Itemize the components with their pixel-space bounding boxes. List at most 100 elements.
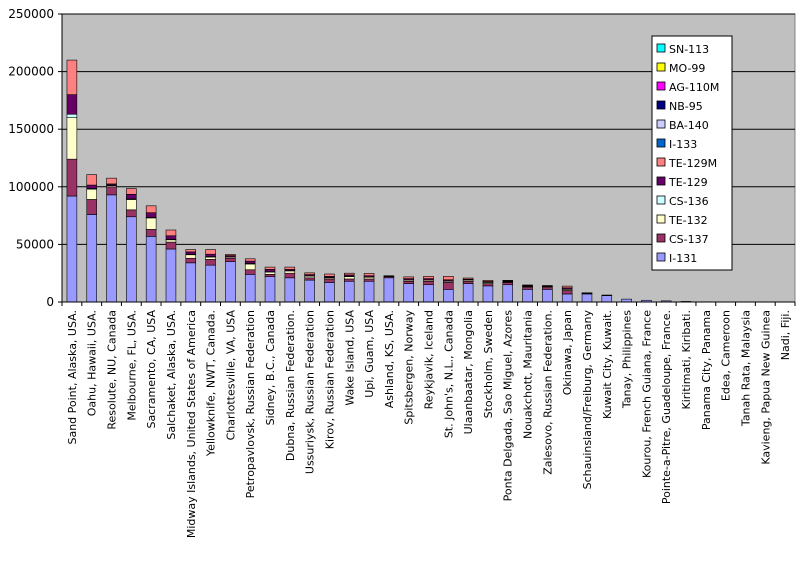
category-label: Upi, Guam, USA [363,310,376,398]
category-label: Yellowknife, NWT, Canada. [205,310,218,457]
bar-segment-cs-137 [186,258,196,263]
bar-segment-te-132 [166,240,176,242]
y-tick-label: 100000 [8,180,54,194]
legend-swatch [657,158,665,166]
category-label: Panama City, Panama [700,310,713,430]
bar-segment-te-129m [503,280,513,281]
x-axis: Sand Point, Alaska, USA.Oahu, Hawaii, US… [62,302,795,538]
legend-label: AG-110M [669,81,719,94]
bar-segment-cs-137 [424,281,434,284]
bar-segment-i-131 [305,280,315,302]
bar-segment-cs-137 [126,210,136,217]
category-label: Dubna, Russian Federation. [284,310,297,461]
bar-segment-cs-137 [146,229,156,236]
bar-segment-cs-137 [463,281,473,283]
y-tick-label: 50000 [16,237,54,251]
category-label: Zalesovo, Russian Federation. [541,310,554,475]
category-label: Nadi, Fiji. [779,310,792,360]
bar-segment-i-131 [542,289,552,302]
bar-segment-te-129 [146,213,156,218]
legend-swatch [657,120,665,128]
bar-segment-te-129 [265,269,275,271]
category-label: Melbourne, FL, USA. [125,310,138,421]
legend-swatch [657,177,665,185]
bar-segment-i-131 [384,278,394,302]
y-tick-label: 150000 [8,122,54,136]
legend: SN-113MO-99AG-110MNB-95BA-140I-133TE-129… [652,36,732,270]
bar-segment-te-129m [305,273,315,275]
bar-segment-i-131 [523,289,533,302]
bar-segment-te-129m [384,276,394,277]
legend-label: MO-99 [669,62,705,75]
category-label: Edea, Cameroon [720,310,733,401]
bar-segment-te-129m [424,276,434,278]
category-label: Wake Island, USA [343,310,356,406]
bar-segment-i-131 [404,284,414,302]
legend-swatch [657,139,665,147]
legend-swatch [657,101,665,109]
bar-segment-te-132 [285,271,295,273]
bar-segment-i-131 [285,278,295,302]
bar-segment-te-132 [344,277,354,279]
bar-segment-i-131 [265,277,275,302]
bar-segment-i-131 [364,281,374,302]
bar-segment-cs-137 [364,279,374,281]
bar-segment-cs-136 [67,114,77,117]
bar-segment-te-129 [126,194,136,199]
bar-segment-te-129m [87,175,97,185]
legend-label: TE-129M [668,157,717,170]
legend-swatch [657,196,665,204]
bar-segment-cs-137 [404,281,414,283]
bar-segment-cs-137 [483,284,493,286]
bar-segment-te-132 [186,255,196,258]
category-label: Nouakchott, Mauritania [522,310,535,439]
category-label: Sand Point, Alaska, USA. [66,310,79,445]
bar-segment-cs-137 [562,290,572,293]
bar-segment-te-129m [523,285,533,286]
legend-swatch [657,44,665,52]
bar-segment-te-132 [245,264,255,270]
bar-segment-cs-137 [225,258,235,261]
bar-segment-i-131 [107,195,117,302]
bar-segment-te-129m [265,267,275,269]
bar-segment-cs-137 [206,259,216,265]
bar-segment-cs-137 [166,242,176,249]
bar-segment-cs-137 [542,287,552,289]
category-label: Petropavlovsk, Russian Federation [244,310,257,498]
bar-segment-i-131 [324,282,334,302]
bar-segment-te-132 [146,218,156,230]
bar-segment-te-129 [166,236,176,239]
bar-segment-cs-137 [285,273,295,278]
category-label: Tanay, Philippines [621,310,634,409]
bar-segment-te-129m [206,250,216,255]
bar-segment-i-131 [503,285,513,302]
bar-segment-te-132 [126,199,136,209]
bar-segment-te-129m [245,259,255,261]
bar-segment-te-129m [344,273,354,275]
bar-segment-te-132 [206,257,216,259]
bar-segment-te-129 [186,252,196,254]
bar-segment-cs-137 [324,279,334,282]
bar-segment-i-131 [245,274,255,302]
bar-segment-te-129m [107,178,117,184]
bar-segment-i-131 [443,289,453,302]
legend-label: NB-95 [669,100,703,113]
bar-segment-te-129m [562,286,572,288]
y-tick-label: 0 [46,295,54,309]
category-label: Sidney, B.C., Canada [264,310,277,425]
bar-segment-i-131 [463,284,473,302]
legend-label: BA-140 [669,119,709,132]
bar-segment-i-131 [87,214,97,302]
category-label: Stockholm, Sweden [482,310,495,418]
bar-segment-i-131 [206,265,216,302]
category-label: Spitsbergen, Norway [403,310,416,425]
bar-segment-cs-137 [107,187,117,195]
bar-segment-te-129 [245,261,255,263]
legend-label: CS-137 [669,233,709,246]
legend-label: CS-136 [669,195,709,208]
category-label: Salchaket, Alaska, USA. [165,310,178,440]
bar-segment-cs-137 [523,287,533,289]
bar-segment-cs-137 [67,159,77,196]
